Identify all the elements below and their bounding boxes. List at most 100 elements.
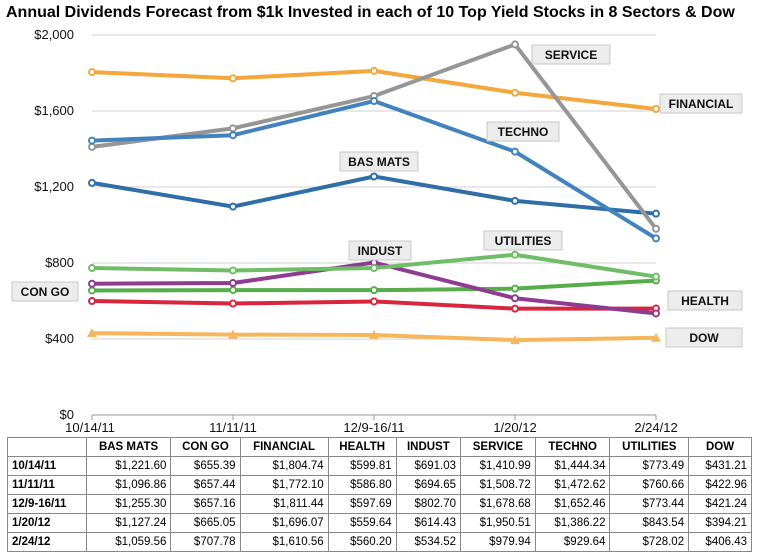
label-box-techno: [486, 121, 560, 142]
table-cell: $1,221.60: [85, 456, 172, 476]
table-cell: $560.20: [327, 532, 397, 552]
table-cell: $1,811.44: [239, 494, 329, 514]
table-row-label: 2/24/12: [7, 532, 87, 552]
data-point-dow: [87, 328, 97, 338]
label-box-bas-mats: [339, 151, 419, 172]
data-point-service: [652, 224, 660, 233]
table-header-cell: INDUST: [395, 437, 462, 457]
y-tick-label: $1,200: [34, 179, 74, 194]
data-point-utilities: [652, 272, 660, 281]
data-point-financial: [652, 104, 660, 113]
table-cell: $1,652.46: [534, 494, 611, 514]
table-cell: $1,127.24: [85, 513, 172, 533]
table-cell: $586.80: [327, 475, 397, 495]
table-cell: $773.44: [609, 494, 690, 514]
chart: Annual Dividends Forecast from $1k Inves…: [6, 4, 743, 435]
label-box-service: [531, 44, 611, 65]
x-tick-label: 12/9-16/11: [343, 420, 404, 435]
y-tick-label: $0: [60, 407, 74, 422]
table-row-label: 11/11/11: [7, 475, 87, 495]
table-cell: $657.44: [170, 475, 241, 495]
table-row: 12/9-16/11 $1,255.30 $657.16 $1,811.44 $597.…: [7, 494, 752, 514]
data-point-techno: [88, 136, 96, 145]
y-tick-label: $400: [45, 331, 74, 346]
table-cell: $534.52: [395, 532, 462, 552]
data-point-health: [229, 299, 237, 308]
data-point-financial: [370, 66, 378, 75]
data-table: BAS MATS CON GO FINANCIAL HEALTH INDUST SERVI…: [7, 437, 752, 552]
table-row: 1/20/12 $1,127.24 $665.05 $1,696.07 $559.64 $…: [7, 513, 752, 533]
data-point-dow: [228, 329, 238, 339]
label-dow: DOW: [689, 331, 719, 345]
data-point-dow: [369, 329, 379, 339]
table-body: 10/14/11 $1,221.60 $655.39 $1,804.74 $599.81…: [7, 456, 752, 552]
x-tick-label: 1/20/12: [493, 420, 536, 435]
data-point-bas-mats: [88, 178, 96, 187]
table-header-cell: [7, 437, 87, 457]
label-con-go: CON GO: [21, 285, 70, 299]
data-point-health: [370, 297, 378, 306]
y-tick-label: $1,600: [34, 103, 74, 118]
data-point-bas-mats: [229, 202, 237, 211]
table-cell: $1,255.30: [85, 494, 172, 514]
y-axis-ticks: $2,000 $1,600 $1,200 $800 $400 $0: [34, 27, 74, 422]
table-header-cell: DOW: [688, 437, 752, 457]
table-cell: $1,610.56: [239, 532, 329, 552]
table-cell: $707.78: [170, 532, 241, 552]
data-point-indust: [229, 279, 237, 288]
table-cell: $979.94: [460, 532, 536, 552]
data-point-bas-mats: [511, 196, 519, 205]
table-cell: $655.39: [170, 456, 241, 476]
table-cell: $1,472.62: [534, 475, 611, 495]
table-cell: $599.81: [327, 456, 397, 476]
table-cell: $614.43: [395, 513, 462, 533]
data-point-financial: [511, 88, 519, 97]
table-header-cell: BAS MATS: [85, 437, 172, 457]
data-point-health: [511, 304, 519, 313]
table-header-cell: HEALTH: [327, 437, 397, 457]
data-point-con-go: [88, 286, 96, 295]
table-cell: $760.66: [609, 475, 690, 495]
data-point-bas-mats: [370, 172, 378, 181]
data-point-utilities: [511, 250, 519, 259]
table-cell: $1,678.68: [460, 494, 536, 514]
table-cell: $1,410.99: [460, 456, 536, 476]
y-tick-label: $2,000: [34, 27, 74, 42]
data-point-dow: [510, 335, 520, 345]
chart-title: Annual Dividends Forecast from $1k Inves…: [6, 4, 735, 21]
table-header-row: BAS MATS CON GO FINANCIAL HEALTH INDUST SERVI…: [7, 437, 752, 457]
label-health: HEALTH: [681, 294, 729, 308]
data-point-service: [511, 40, 519, 49]
data-point-techno: [370, 97, 378, 106]
table-cell: $1,804.74: [239, 456, 329, 476]
label-box-dow: [665, 327, 743, 348]
label-box-con-go: [11, 281, 79, 302]
data-point-utilities: [88, 264, 96, 273]
table-cell: $597.69: [327, 494, 397, 514]
table-row: 11/11/11 $1,096.86 $657.44 $1,772.10 $586.80…: [7, 475, 752, 495]
table-cell: $691.03: [395, 456, 462, 476]
table-cell: $1,696.07: [239, 513, 329, 533]
data-point-dow: [651, 332, 661, 342]
label-service: SERVICE: [545, 48, 597, 62]
data-point-financial: [229, 74, 237, 83]
table-cell: $422.96: [688, 475, 752, 495]
table-cell: $1,386.22: [534, 513, 611, 533]
table-cell: $406.43: [688, 532, 752, 552]
table-row-label: 1/20/12: [7, 513, 87, 533]
table-cell: $802.70: [395, 494, 462, 514]
data-point-techno: [511, 147, 519, 156]
data-point-con-go: [229, 286, 237, 295]
y-tick-label: $800: [45, 255, 74, 270]
data-point-indust: [88, 279, 96, 288]
data-point-financial: [88, 68, 96, 77]
data-point-service: [229, 124, 237, 133]
series-lines: [87, 40, 661, 345]
label-techno: TECHNO: [498, 125, 549, 139]
data-point-con-go: [511, 284, 519, 293]
data-point-con-go: [370, 286, 378, 295]
x-axis-ticks: 10/14/11 11/11/11 12/9-16/11 1/20/12 2/24/12: [65, 415, 678, 435]
data-point-techno: [229, 131, 237, 140]
label-financial: FINANCIAL: [669, 97, 734, 111]
table-cell: $694.65: [395, 475, 462, 495]
